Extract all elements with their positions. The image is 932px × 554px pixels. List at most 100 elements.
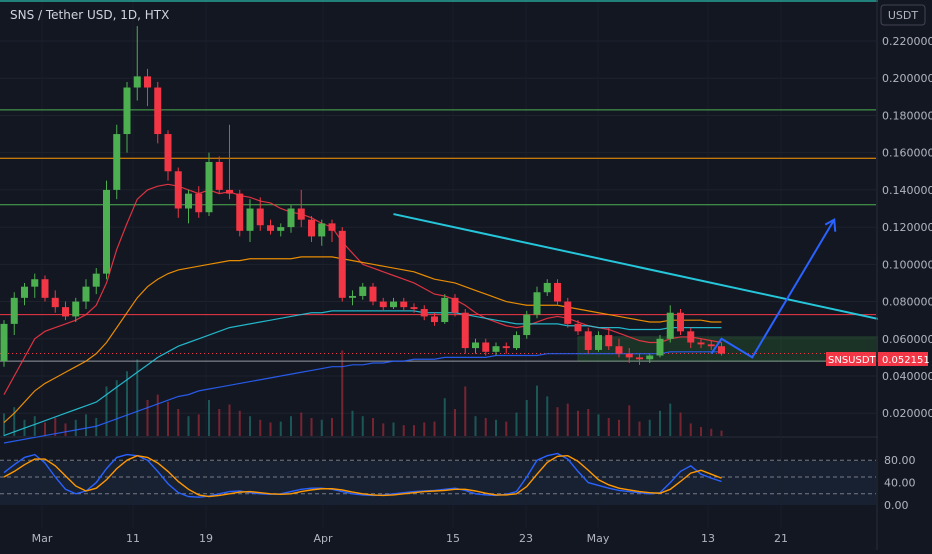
- volume-bar: [280, 422, 282, 436]
- candle-body: [267, 225, 274, 231]
- candle-body: [534, 292, 541, 314]
- candle-body: [21, 287, 28, 298]
- volume-bar: [690, 423, 692, 436]
- candle-body: [1, 324, 8, 361]
- candle-body: [349, 296, 356, 298]
- candle-body: [452, 298, 459, 313]
- candle-body: [575, 324, 582, 331]
- volume-bar: [259, 420, 261, 436]
- candle-body: [62, 307, 69, 316]
- candle-body: [42, 279, 49, 298]
- volume-bar: [413, 425, 415, 436]
- oscillator-band-fill: [0, 461, 876, 505]
- candle-body: [216, 162, 223, 190]
- candle-body: [544, 283, 551, 292]
- candle-body: [308, 220, 315, 237]
- currency-label: USDT: [888, 9, 919, 22]
- volume-bar: [598, 414, 600, 436]
- candle-body: [124, 88, 131, 135]
- volume-bar: [188, 416, 190, 436]
- volume-bar: [85, 414, 87, 436]
- time-tick-label: May: [587, 532, 610, 545]
- candle-body: [226, 190, 233, 194]
- candle-body: [431, 316, 438, 322]
- volume-bar: [444, 398, 446, 436]
- volume-bar: [229, 405, 231, 437]
- volume-bar: [95, 418, 97, 436]
- oscillator-tick-label: 0.00: [884, 499, 909, 512]
- volume-bar: [546, 396, 548, 436]
- candle-body: [636, 357, 643, 359]
- volume-bar: [311, 418, 313, 436]
- volume-bar: [587, 409, 589, 436]
- volume-bar: [485, 418, 487, 436]
- candle-body: [247, 209, 254, 231]
- candle-body: [503, 346, 510, 348]
- candle-body: [708, 344, 715, 346]
- candle-body: [605, 335, 612, 346]
- volume-bar: [700, 427, 702, 436]
- candle-body: [400, 302, 407, 308]
- candle-body: [370, 287, 377, 302]
- volume-bar: [639, 422, 641, 436]
- volume-bar: [721, 431, 723, 436]
- volume-bar: [331, 418, 333, 436]
- volume-bar: [249, 416, 251, 436]
- candle-body: [298, 209, 305, 220]
- volume-bar: [290, 416, 292, 436]
- volume-bar: [454, 409, 456, 436]
- volume-bar: [44, 423, 46, 437]
- candle-body: [564, 302, 571, 324]
- candle-body: [667, 313, 674, 339]
- volume-bar: [208, 400, 210, 436]
- candle-body: [472, 343, 479, 349]
- candle-body: [493, 346, 500, 352]
- volume-bar: [628, 405, 630, 436]
- candle-body: [421, 309, 428, 316]
- price-tick-label: 0.020000: [882, 407, 932, 420]
- volume-bar: [618, 420, 620, 436]
- candle-body: [288, 209, 295, 228]
- chart-title: SNS / Tether USD, 1D, HTX: [10, 8, 169, 22]
- candle-body: [195, 194, 202, 213]
- volume-bar: [710, 429, 712, 436]
- volume-bar: [403, 425, 405, 436]
- volume-bar: [352, 411, 354, 436]
- candle-body: [657, 339, 664, 356]
- time-tick-label: 19: [199, 532, 213, 545]
- candle-body: [513, 335, 520, 348]
- candle-body: [380, 302, 387, 308]
- volume-bar: [669, 404, 671, 436]
- price-tick-label: 0.220000: [882, 35, 932, 48]
- volume-bar: [147, 400, 149, 436]
- volume-bar: [157, 395, 159, 436]
- volume-bar: [382, 423, 384, 436]
- volume-bar: [475, 416, 477, 436]
- price-tick-label: 0.040000: [882, 370, 932, 383]
- price-tick-label: 0.100000: [882, 258, 932, 271]
- time-tick-label: 11: [126, 532, 140, 545]
- volume-bar: [680, 413, 682, 436]
- candle-body: [554, 283, 561, 302]
- volume-bar: [516, 413, 518, 436]
- candle-body: [113, 134, 120, 190]
- volume-bar: [577, 411, 579, 436]
- candle-body: [462, 313, 469, 348]
- volume-bar: [608, 418, 610, 436]
- candle-body: [718, 346, 725, 353]
- price-tick-label: 0.060000: [882, 333, 932, 346]
- price-tag-label: 0.052151: [882, 355, 930, 366]
- candle-body: [329, 223, 336, 230]
- volume-bar: [423, 423, 425, 437]
- time-tick-label: Apr: [313, 532, 333, 545]
- candle-body: [93, 274, 100, 287]
- volume-bar: [341, 351, 343, 437]
- candle-body: [277, 227, 284, 231]
- candle-body: [318, 223, 325, 236]
- candle-body: [83, 287, 90, 302]
- volume-bar: [167, 402, 169, 436]
- oscillator-tick-label: 80.00: [884, 454, 916, 467]
- volume-bar: [464, 387, 466, 437]
